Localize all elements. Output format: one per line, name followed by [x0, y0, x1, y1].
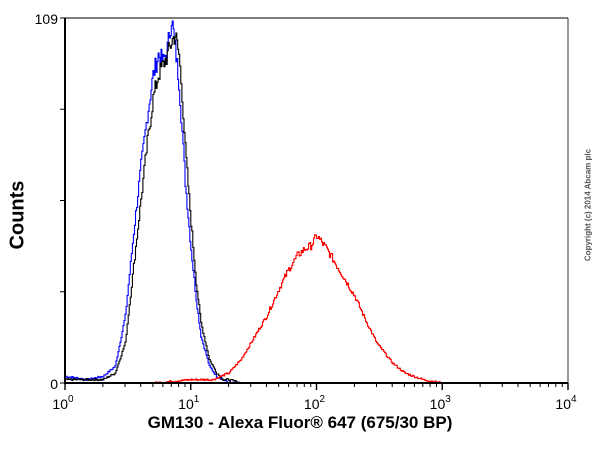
- y-tick-label-zero: 0: [50, 376, 58, 392]
- y-axis-title-text: Counts: [6, 180, 29, 250]
- y-tick-label-max: 109: [35, 11, 59, 27]
- y-axis-title: Counts: [3, 181, 33, 250]
- plot-frame: [64, 17, 569, 384]
- histogram-traces: [65, 20, 443, 384]
- x-tick-labels: 100 101 102 103 104: [52, 394, 577, 412]
- x-tick-label: 104: [555, 394, 577, 412]
- x-tick-label: 101: [178, 394, 200, 412]
- copyright-text: Copyright (c) 2014 Abcam plc: [583, 148, 593, 262]
- x-tick-label: 102: [304, 394, 326, 412]
- x-tick-label: 100: [52, 394, 74, 412]
- x-axis-title: GM130 - Alexa Fluor® 647 (675/30 BP): [147, 413, 453, 432]
- copyright-notice: Copyright (c) 2014 Abcam plc: [583, 149, 593, 261]
- x-tick-label: 103: [430, 394, 452, 412]
- y-axis-ticks: [60, 17, 65, 384]
- histogram-trace-gm130-stained: [152, 234, 443, 384]
- histogram-trace-unlabelled-control: [65, 32, 241, 384]
- histogram-trace-isotype-control: [65, 20, 242, 384]
- x-axis-ticks: [64, 383, 569, 390]
